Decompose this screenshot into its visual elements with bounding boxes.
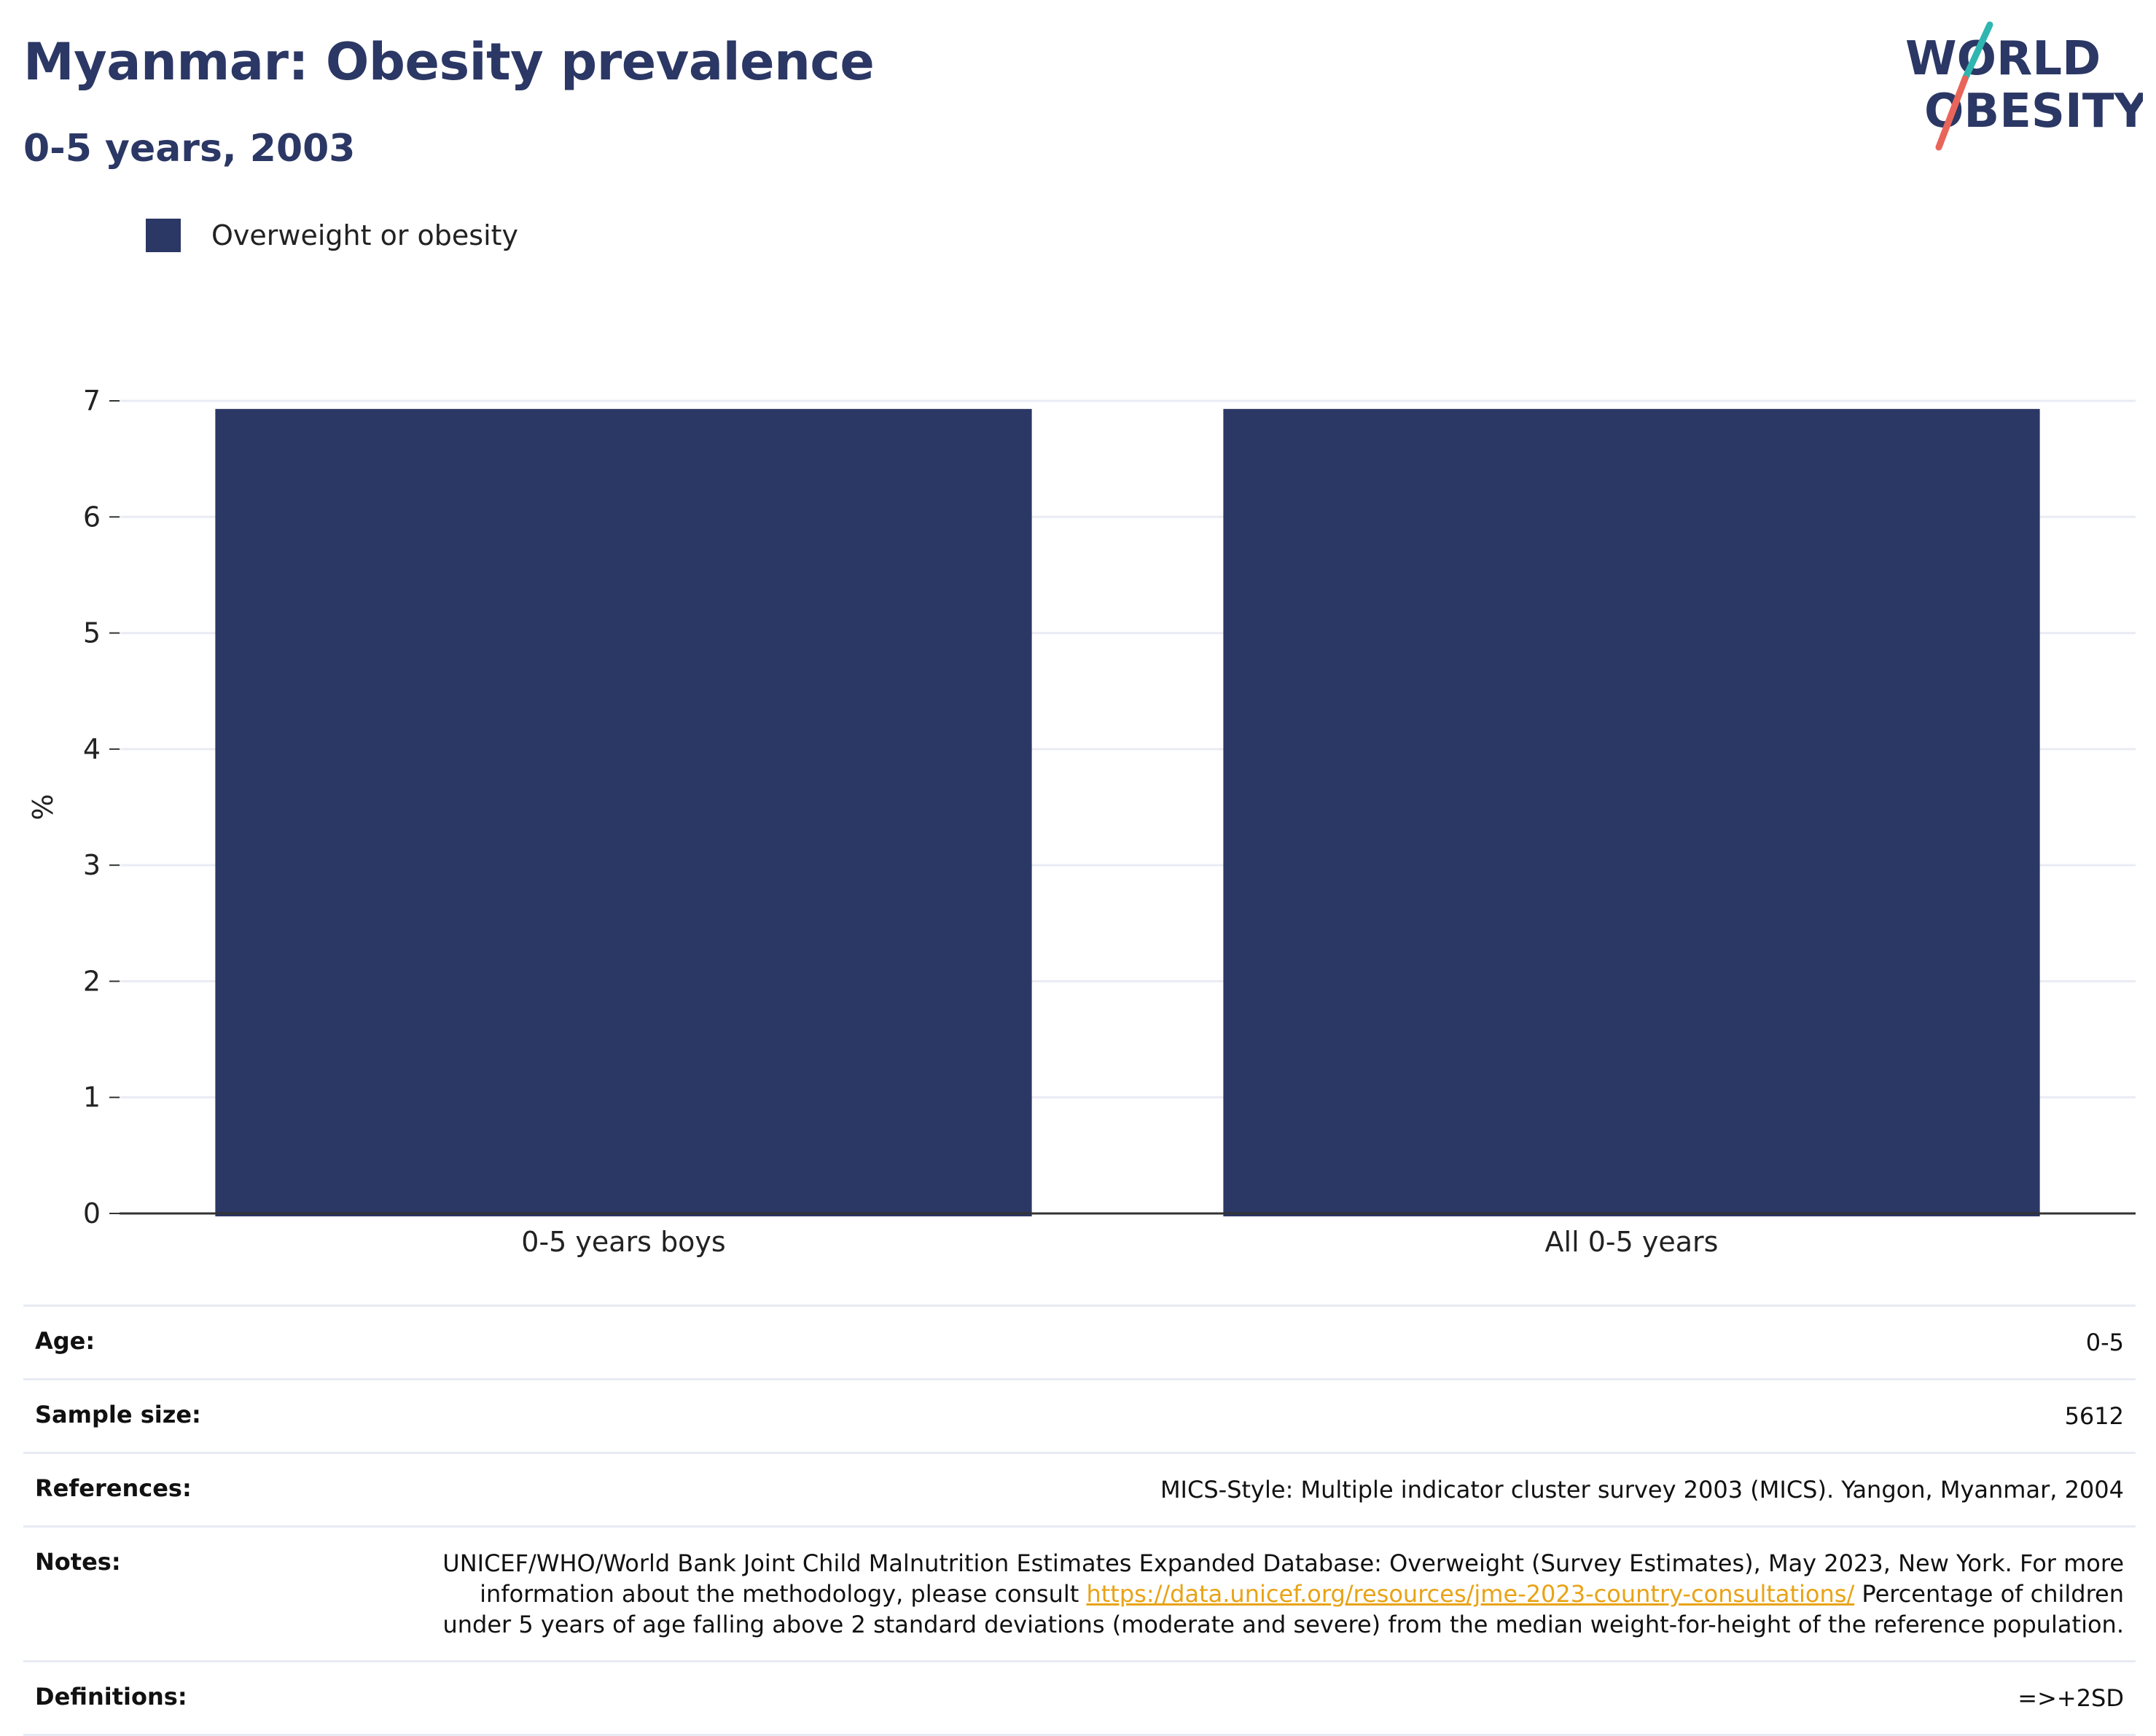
info-row-age: Age: 0-5 [23, 1305, 2136, 1380]
y-axis-label: % [27, 794, 59, 820]
definitions-value: =>+2SD [2018, 1684, 2124, 1712]
notes-text-1: UNICEF/WHO/World Bank Joint Child Malnut… [442, 1549, 2124, 1608]
x-tick-label: 0-5 years boys [521, 1226, 725, 1258]
chart-title: Myanmar: Obesity prevalence [23, 32, 875, 92]
age-label: Age: [35, 1327, 95, 1355]
info-table: Age: 0-5 Sample size: 5612 References: M… [23, 1305, 2136, 1736]
info-row-definitions: Definitions: =>+2SD [23, 1661, 2136, 1735]
legend-swatch [146, 219, 181, 252]
age-value: 0-5 [2085, 1329, 2124, 1356]
notes-label: Notes: [35, 1548, 121, 1576]
x-tick-label: All 0-5 years [1545, 1226, 1719, 1258]
y-tick-label: 0 [83, 1197, 101, 1229]
y-tick-label: 4 [83, 733, 101, 765]
references-value: MICS-Style: Multiple indicator cluster s… [1160, 1476, 2124, 1504]
logo-slash-red [1935, 75, 1969, 151]
y-tick-label: 1 [83, 1082, 101, 1114]
definitions-label: Definitions: [35, 1683, 187, 1710]
logo-line-1: WORLD [1905, 32, 2101, 86]
notes-value: UNICEF/WHO/World Bank Joint Child Malnut… [426, 1527, 2136, 1662]
y-tick-label: 5 [83, 617, 101, 649]
references-label: References: [35, 1474, 192, 1502]
y-tick-label: 2 [83, 965, 101, 997]
info-row-notes: Notes: UNICEF/WHO/World Bank Joint Child… [23, 1526, 2136, 1662]
notes-link[interactable]: https://data.unicef.org/resources/jme-20… [1086, 1580, 1855, 1608]
bar [215, 409, 1032, 1216]
info-row-references: References: MICS-Style: Multiple indicat… [23, 1452, 2136, 1527]
chart-subtitle: 0-5 years, 2003 [23, 127, 356, 171]
sample-size-label: Sample size: [35, 1401, 201, 1428]
notes-text-2: Percentage of children under 5 years of … [442, 1580, 2124, 1638]
world-obesity-logo: WORLD OBESITY [1905, 21, 2143, 151]
legend-label: Overweight or obesity [211, 219, 519, 251]
legend: Overweight or obesity [146, 219, 518, 252]
y-tick-label: 7 [83, 385, 101, 417]
bar [1223, 409, 2040, 1216]
y-tick-label: 3 [83, 849, 101, 881]
info-row-sample-size: Sample size: 5612 [23, 1379, 2136, 1453]
bar-chart: 0 1 2 3 4 5 6 7% 0-5 years boys All 0-5 years [27, 385, 2136, 1258]
sample-size-value: 5612 [2064, 1402, 2124, 1430]
y-tick-label: 6 [83, 501, 101, 533]
logo-slash-teal [1961, 21, 1993, 82]
